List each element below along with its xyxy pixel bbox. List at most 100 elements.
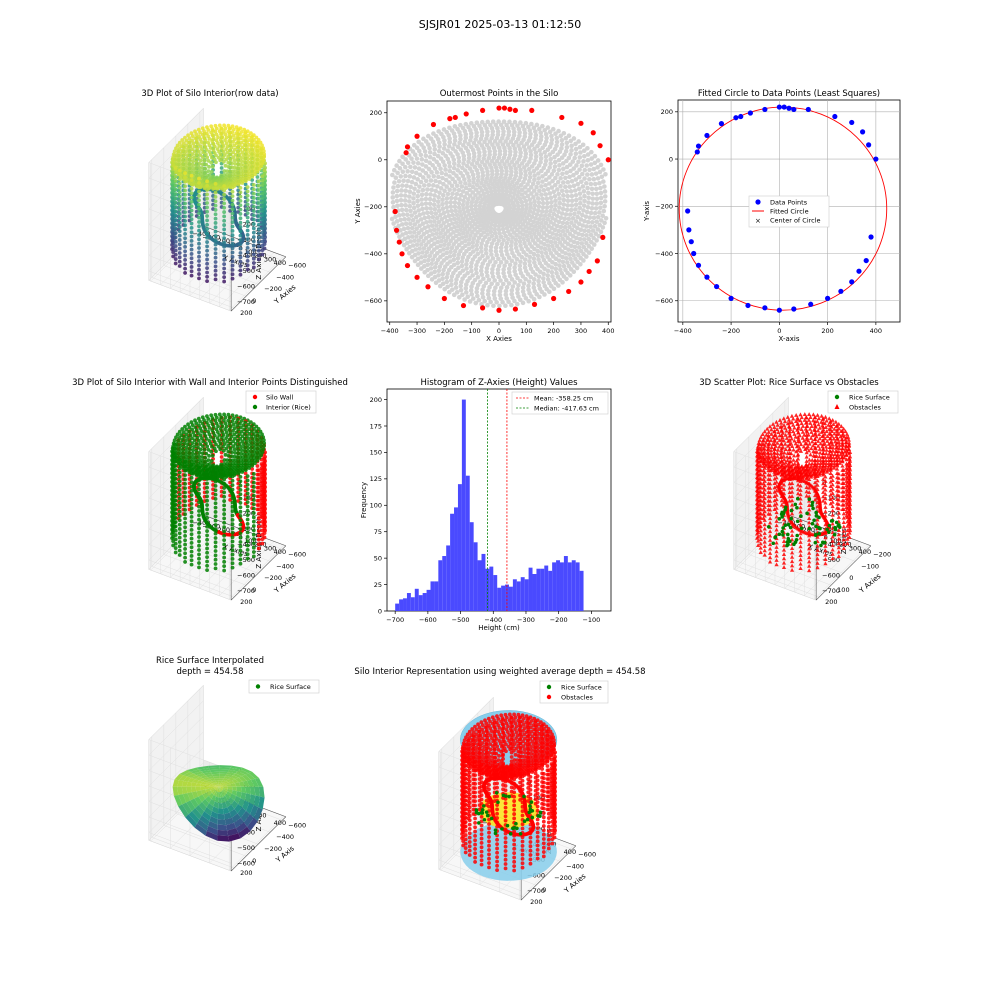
scatter-point [173, 468, 178, 472]
scatter-point [261, 149, 266, 153]
scatter-point [256, 542, 261, 547]
scatter-point [206, 128, 211, 132]
grid-line [151, 159, 235, 309]
scatter-point [213, 484, 218, 488]
data-point-interior [543, 158, 549, 164]
scatter-point [214, 132, 219, 137]
data-point-interior [600, 225, 606, 230]
data-point-interior [469, 292, 475, 297]
data-point-interior [586, 190, 591, 196]
data-point-interior [407, 203, 413, 209]
data-point [745, 302, 751, 309]
scatter-point [222, 240, 227, 245]
scatter-point [222, 279, 227, 284]
data-point-interior [594, 196, 600, 202]
data-point-interior [564, 276, 569, 282]
data-point-interior [556, 128, 561, 134]
scatter-point [244, 136, 249, 140]
data-point-outermost [425, 284, 431, 290]
data-point-interior [541, 271, 546, 277]
scatter-point [230, 509, 235, 514]
histogram-bar [556, 560, 560, 611]
data-point [781, 104, 787, 110]
scatter-point [183, 210, 187, 215]
histogram-bar [524, 579, 529, 611]
data-point-interior [419, 266, 424, 271]
data-point-interior [457, 196, 462, 202]
scatter-point [256, 507, 261, 512]
data-point-interior [390, 172, 395, 178]
scatter-point [177, 242, 182, 247]
scatter-point [236, 182, 241, 187]
y-tick-label: −200 [264, 285, 282, 293]
data-point-interior [416, 139, 421, 145]
data-point-interior [577, 191, 583, 196]
data-point-interior [538, 156, 544, 161]
scatter-point [187, 181, 192, 186]
scatter-point [189, 554, 194, 558]
data-point [691, 250, 697, 257]
scatter-point [194, 132, 199, 137]
data-point-interior [463, 285, 469, 291]
scatter-point [192, 149, 197, 154]
scatter-point [235, 155, 240, 160]
scatter-point [177, 264, 182, 268]
scatter-point [222, 503, 227, 508]
data-point-interior [453, 195, 458, 201]
data-point-interior [398, 174, 404, 179]
data-point-interior [453, 281, 459, 286]
scatter-point [223, 138, 227, 143]
scatter-point [253, 172, 257, 177]
histogram-bar [410, 597, 415, 611]
data-point-interior [597, 180, 602, 186]
scatter-point [245, 145, 249, 150]
scatter-point [238, 251, 243, 255]
data-point-interior [427, 150, 433, 155]
scatter-point [256, 503, 261, 507]
data-point-outermost [403, 150, 409, 156]
data-point-interior [548, 204, 554, 209]
scatter-point [222, 568, 227, 573]
data-point-interior [567, 252, 572, 257]
scatter-point [189, 217, 194, 222]
scatter-point [183, 184, 187, 189]
scatter-point [177, 540, 182, 544]
data-point-interior [572, 244, 578, 250]
scatter-point [213, 260, 218, 264]
data-point-interior [565, 198, 571, 204]
scatter-point [251, 528, 256, 533]
scatter-point [197, 491, 201, 496]
scatter-point [183, 538, 187, 543]
scatter-point [245, 202, 250, 207]
scatter-point [189, 514, 194, 519]
panel-title: 3D Plot of Silo Interior with Wall and I… [72, 378, 348, 388]
data-point-interior [456, 252, 462, 257]
scatter-point [238, 216, 243, 221]
scatter-point [213, 221, 218, 225]
data-point-interior [471, 180, 476, 185]
y-tick-label: 200 [240, 309, 252, 317]
scatter-point [230, 198, 235, 203]
legend-label: Fitted Circle [770, 208, 809, 216]
scatter-point [187, 136, 192, 141]
data-point-outermost [531, 301, 538, 307]
scatter-point [238, 553, 243, 557]
scatter-point [205, 201, 209, 205]
scatter-point [245, 237, 250, 242]
panel-fitted-circle: Fitted Circle to Data Points (Least Squa… [643, 89, 901, 343]
scatter-point [197, 276, 201, 281]
scatter-point [177, 518, 182, 523]
scatter-point [205, 503, 209, 507]
scatter-point [257, 167, 262, 171]
scatter-point [214, 160, 218, 165]
data-point-interior [551, 236, 557, 241]
z-tick-label: −400 [237, 251, 255, 259]
scatter-point [173, 528, 178, 533]
scatter-point [173, 200, 178, 205]
scatter-point [207, 136, 212, 141]
scatter-point [205, 209, 209, 214]
scatter-point [183, 262, 187, 267]
data-point-interior [559, 211, 565, 216]
data-point-interior [573, 202, 579, 208]
z-tick-label: −700 [822, 587, 840, 595]
